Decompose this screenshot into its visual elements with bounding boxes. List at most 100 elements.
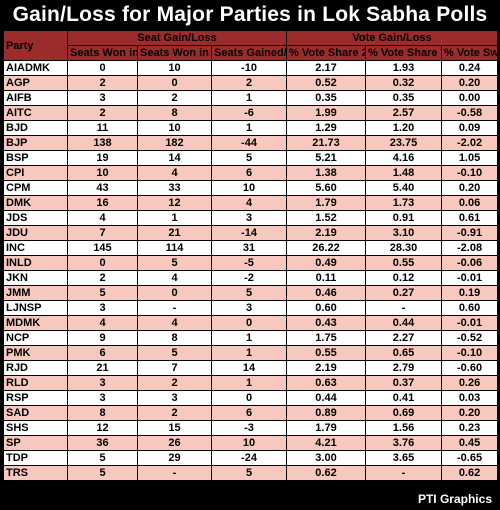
value-cell: 4	[67, 315, 138, 331]
value-cell: 14	[210, 360, 288, 376]
party-name-cell: RJD	[3, 360, 68, 376]
party-name-cell: SHS	[3, 420, 68, 436]
value-cell: -0.58	[441, 105, 499, 121]
value-cell: 182	[137, 135, 212, 151]
table-body: AIADMK 0 10 -10 2.17 1.93 0.24 AGP 2 0 2 0.52 0.32 0.…	[3, 60, 499, 481]
value-cell: 114	[137, 240, 212, 256]
value-cell: -44	[210, 135, 288, 151]
party-name-cell: JMM	[3, 285, 68, 301]
seat-group-header: Seat Gain/Loss	[66, 30, 288, 46]
table-row: SHS 12 15 -3 1.79 1.56 0.23	[3, 420, 499, 436]
value-cell: 10	[67, 165, 138, 181]
value-cell: 0.62	[286, 465, 367, 481]
table-row: CPM 43 33 10 5.60 5.40 0.20	[3, 180, 499, 196]
value-cell: 0.11	[286, 270, 367, 286]
value-cell: 0.52	[286, 75, 367, 91]
value-cell: 0.61	[441, 210, 499, 226]
value-cell: 6	[210, 405, 288, 421]
party-name-cell: SP	[3, 435, 68, 451]
party-name-cell: RSP	[3, 390, 68, 406]
value-cell: 1.20	[365, 120, 443, 136]
value-cell: 2.17	[286, 60, 367, 76]
value-cell: 2	[137, 375, 212, 391]
value-cell: 0.35	[286, 90, 367, 106]
table-row: CPI 10 4 6 1.38 1.48 -0.10	[3, 165, 499, 181]
value-cell: 10	[137, 60, 212, 76]
value-cell: -0.01	[441, 315, 499, 331]
value-cell: 7	[67, 225, 138, 241]
value-cell: 6	[210, 165, 288, 181]
value-cell: 5	[67, 285, 138, 301]
table-row: AGP 2 0 2 0.52 0.32 0.20	[3, 75, 499, 91]
value-cell: -2.08	[441, 240, 499, 256]
value-cell: 0	[67, 60, 138, 76]
value-cell: -0.10	[441, 345, 499, 361]
value-cell: 0	[210, 390, 288, 406]
value-cell: 0.41	[365, 390, 443, 406]
value-cell: 3	[210, 300, 288, 316]
table-row: TRS 5-5 0.62-0.62	[3, 465, 499, 481]
value-cell: 3	[137, 390, 212, 406]
value-cell: 5	[210, 150, 288, 166]
value-cell: 0	[210, 315, 288, 331]
value-cell: 3.00	[286, 450, 367, 466]
value-cell: 0.65	[365, 345, 443, 361]
value-cell: 0.91	[365, 210, 443, 226]
value-cell: 6	[67, 345, 138, 361]
value-cell: 5.21	[286, 150, 367, 166]
party-name-cell: AIADMK	[3, 60, 68, 76]
value-cell: -0.60	[441, 360, 499, 376]
value-cell: -14	[210, 225, 288, 241]
vote-group-header: Vote Gain/Loss	[286, 30, 499, 46]
party-name-cell: PMK	[3, 345, 68, 361]
party-name-cell: BJP	[3, 135, 68, 151]
party-name-cell: JDU	[3, 225, 68, 241]
value-cell: -0.10	[441, 165, 499, 181]
value-cell: 33	[137, 180, 212, 196]
value-cell: 0.20	[441, 180, 499, 196]
value-cell: 0.09	[441, 120, 499, 136]
table-row: RLD 3 2 1 0.63 0.37 0.26	[3, 375, 499, 391]
value-cell: 0.32	[365, 75, 443, 91]
value-cell: 1.79	[286, 195, 367, 211]
party-name-cell: INC	[3, 240, 68, 256]
value-cell: 1	[210, 375, 288, 391]
value-cell: 0.27	[365, 285, 443, 301]
party-name-cell: MDMK	[3, 315, 68, 331]
table-row: JDS 4 1 3 1.52 0.91 0.61	[3, 210, 499, 226]
value-cell: 0.46	[286, 285, 367, 301]
value-cell: 4.16	[365, 150, 443, 166]
value-cell: 0.69	[365, 405, 443, 421]
value-cell: 21.73	[286, 135, 367, 151]
value-cell: -24	[210, 450, 288, 466]
value-cell: 0.24	[441, 60, 499, 76]
value-cell: 0.26	[441, 375, 499, 391]
value-cell: 12	[137, 195, 212, 211]
value-cell: 1.75	[286, 330, 367, 346]
table-row: SP 36 26 10 4.21 3.76 0.45	[3, 435, 499, 451]
value-cell: 3	[67, 390, 138, 406]
party-name-cell: AIFB	[3, 90, 68, 106]
party-name-cell: NCP	[3, 330, 68, 346]
value-cell: 1	[210, 330, 288, 346]
value-cell: 4	[137, 315, 212, 331]
value-cell: 0.89	[286, 405, 367, 421]
value-cell: 8	[137, 330, 212, 346]
value-cell: -3	[210, 420, 288, 436]
value-cell: 4	[137, 270, 212, 286]
value-cell: 5	[210, 285, 288, 301]
credit-label: PTI Graphics	[417, 492, 492, 506]
value-cell: 1.99	[286, 105, 367, 121]
value-cell: 0.44	[286, 390, 367, 406]
value-cell: 11	[67, 120, 138, 136]
party-name-cell: CPI	[3, 165, 68, 181]
value-cell: 1.38	[286, 165, 367, 181]
party-name-cell: LJNSP	[3, 300, 68, 316]
party-name-cell: JDS	[3, 210, 68, 226]
table-row: BSP 19 14 5 5.21 4.16 1.05	[3, 150, 499, 166]
value-cell: 36	[67, 435, 138, 451]
value-cell: 10	[210, 180, 288, 196]
value-cell: -	[137, 300, 212, 316]
table-row: RSP 3 3 0 0.44 0.41 0.03	[3, 390, 499, 406]
value-cell: 0.35	[365, 90, 443, 106]
